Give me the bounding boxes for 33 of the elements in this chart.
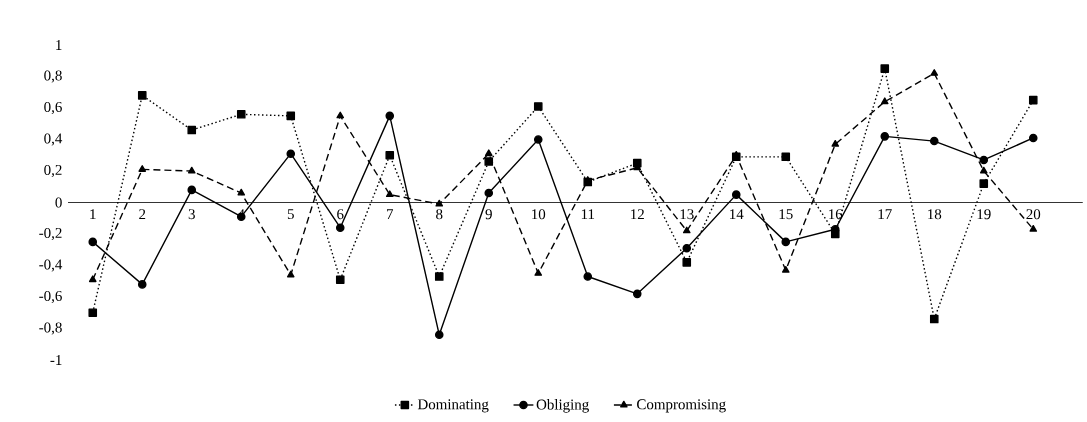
x-tick-label: 12 [631, 209, 644, 220]
y-tick-label: 0,2 [44, 164, 62, 178]
y-tick-label: -0,4 [39, 259, 63, 272]
y-tick-label: 0,8 [44, 70, 62, 83]
y-tick-label: -0,8 [39, 322, 62, 335]
x-tick-label: 20 [1026, 209, 1041, 220]
y-tick-label: -1 [50, 355, 62, 365]
y-tick-label: -0,2 [39, 227, 62, 241]
x-tick-label: 5 [287, 209, 294, 220]
x-tick-label: 16 [829, 209, 843, 220]
legend-label: Dominating [417, 399, 489, 413]
x-tick-label: 7 [387, 209, 394, 219]
x-tick-label: 8 [436, 209, 443, 220]
x-tick-label: 18 [928, 209, 942, 220]
x-tick-label: 19 [977, 209, 991, 220]
y-tick-label: 1 [56, 40, 62, 50]
x-tick-label: 1 [90, 209, 96, 220]
legend-label: Obliging [536, 399, 589, 413]
y-tick-label: -0,6 [39, 290, 62, 304]
y-tick-label: 0,6 [44, 101, 62, 115]
y-tick-label: 0 [55, 197, 62, 208]
x-tick-label: 13 [680, 209, 694, 220]
legend-label: Compromising [637, 399, 726, 413]
x-tick-label: 14 [730, 209, 744, 220]
x-tick-label: 3 [188, 209, 195, 220]
x-tick-label: 2 [139, 209, 146, 220]
x-tick-label: 17 [878, 209, 892, 220]
x-tick-label: 6 [337, 209, 344, 220]
x-tick-label: 9 [485, 209, 492, 220]
x-tick-label: 11 [581, 209, 595, 220]
x-tick-label: 15 [779, 209, 793, 220]
y-tick-label: 0,4 [44, 133, 63, 146]
x-tick-label: 10 [532, 209, 546, 220]
